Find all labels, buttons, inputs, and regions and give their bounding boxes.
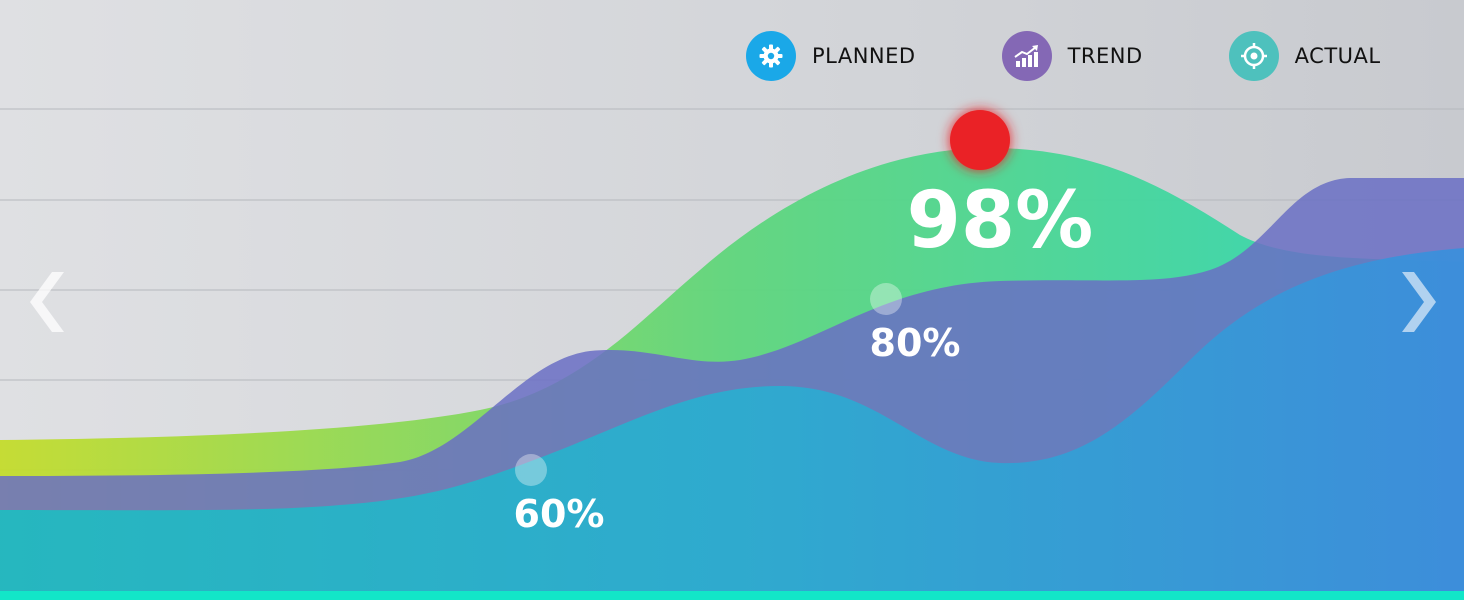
chevron-left-icon: [30, 272, 64, 332]
highlight-marker[interactable]: [950, 110, 1010, 170]
chart-legend: PLANNED TREND: [746, 31, 1381, 81]
next-arrow-button[interactable]: [1388, 262, 1448, 342]
legend-item-actual[interactable]: ACTUAL: [1228, 31, 1381, 81]
target-icon: [1228, 31, 1279, 81]
annotation-label: 80%: [870, 321, 961, 365]
annotation-peak-label: 98%: [907, 176, 1094, 266]
trend-chart-icon: [1001, 31, 1052, 81]
legend-item-trend[interactable]: TREND: [1001, 31, 1143, 81]
gear-icon: [746, 31, 796, 81]
annotation-label: 60%: [514, 492, 605, 536]
previous-arrow-button[interactable]: [18, 262, 78, 342]
legend-item-planned[interactable]: PLANNED: [746, 31, 916, 81]
chevron-right-icon: [1402, 272, 1436, 332]
data-point-marker[interactable]: [870, 283, 902, 315]
legend-label: PLANNED: [812, 44, 916, 68]
data-point-marker[interactable]: [515, 454, 547, 486]
legend-label: TREND: [1067, 44, 1143, 68]
legend-label: ACTUAL: [1294, 44, 1381, 68]
series-area-teal: [0, 248, 1464, 600]
bottom-accent-bar: [0, 591, 1464, 600]
